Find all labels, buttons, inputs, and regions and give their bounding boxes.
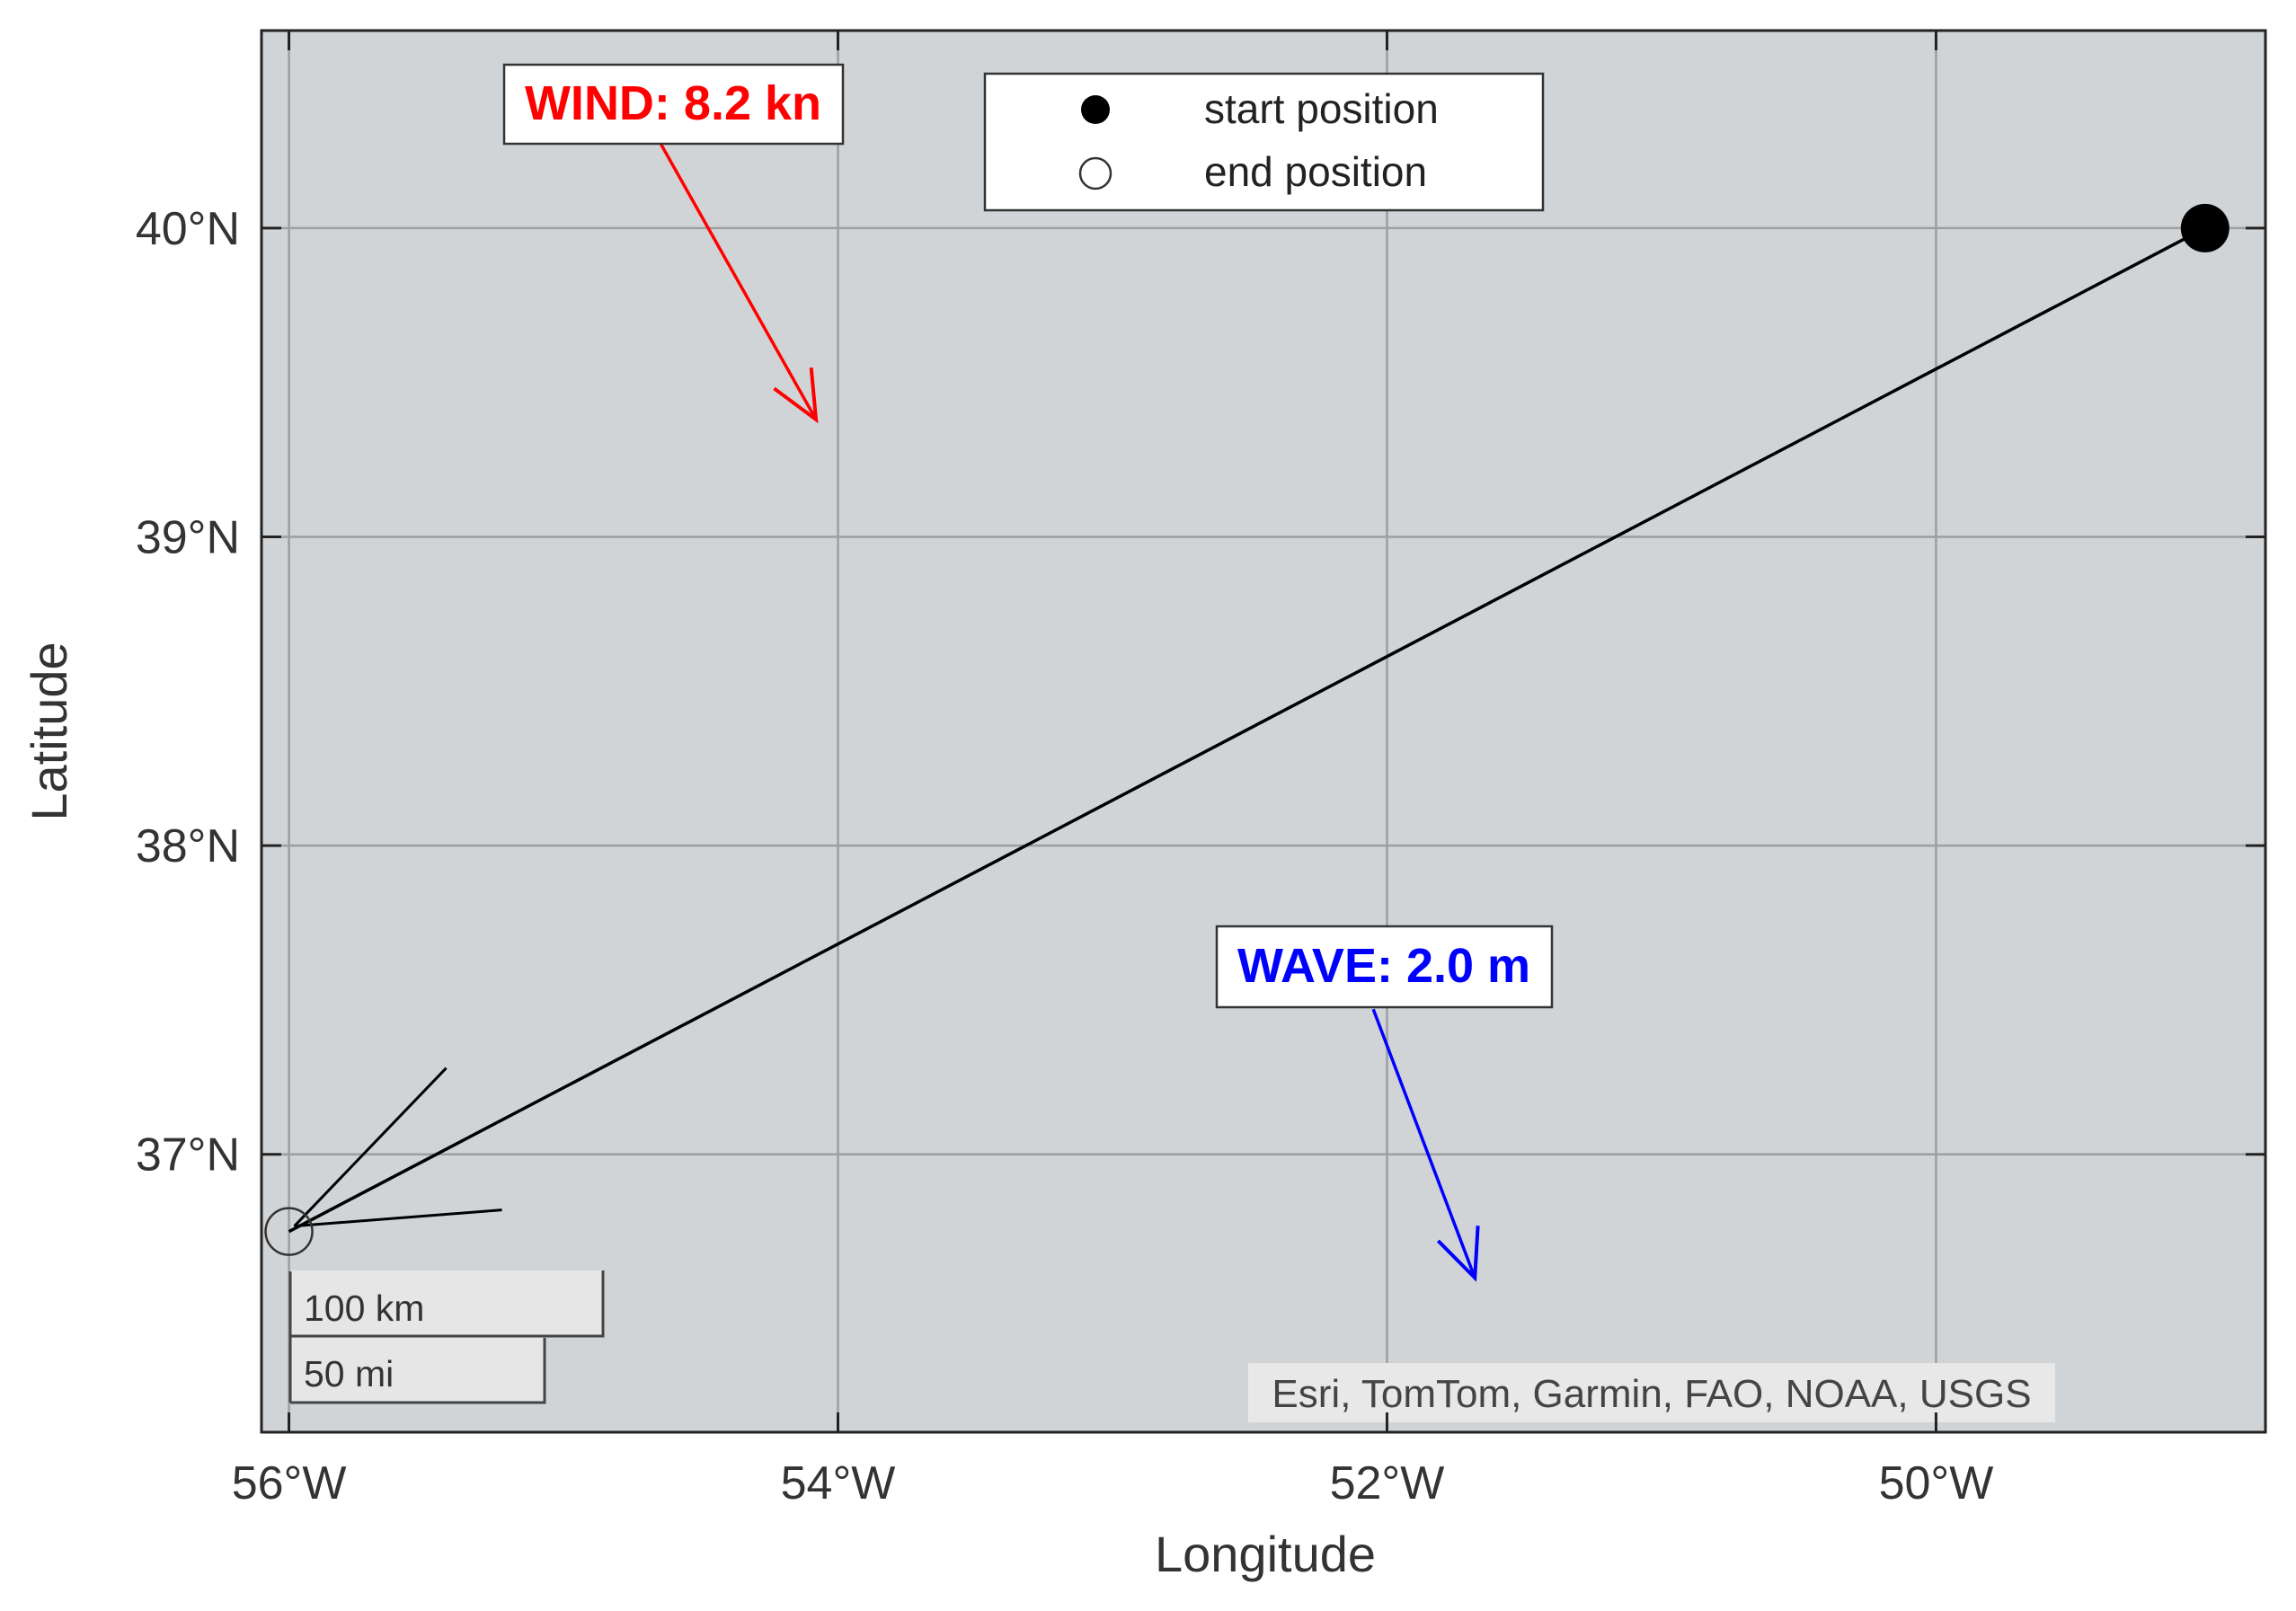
y-tick-label: 40°N <box>136 203 240 255</box>
plot-frame <box>260 29 2267 1434</box>
scale-bar-mi-label: 50 mi <box>304 1353 394 1394</box>
wind-arrow <box>658 140 819 424</box>
legend-start-label: start position <box>1204 85 1439 132</box>
wind-label-box: WIND: 8.2 kn <box>502 63 845 146</box>
wave-arrow <box>1371 1008 1480 1282</box>
x-axis-label: Longitude <box>1155 1526 1376 1582</box>
scale-bar: 100 km 50 mi <box>288 1270 605 1404</box>
axis-ticks: 56°W 54°W 52°W 50°W 40°N 39°N 38°N 37°N <box>136 31 2265 1509</box>
y-tick-label: 39°N <box>136 512 240 564</box>
gridlines <box>262 31 2265 1432</box>
y-axis-label: Latitude <box>21 642 77 820</box>
end-position-marker <box>264 1207 314 1256</box>
x-tick-label: 54°W <box>781 1457 896 1509</box>
wave-label-box: WAVE: 2.0 m <box>1215 925 1554 1009</box>
track-line <box>288 226 2206 1234</box>
heading-indicator-line <box>293 1067 448 1227</box>
heading-indicator-line <box>294 1208 502 1228</box>
wave-label: WAVE: 2.0 m <box>1237 939 1530 993</box>
y-tick-label: 37°N <box>136 1129 240 1182</box>
legend-end-symbol <box>1078 156 1113 190</box>
x-tick-label: 50°W <box>1879 1457 1994 1509</box>
y-tick-label: 38°N <box>136 820 240 872</box>
map-background[interactable] <box>262 31 2265 1432</box>
legend-end-label: end position <box>1204 148 1427 195</box>
attribution-text: Esri, TomTom, Garmin, FAO, NOAA, USGS <box>1272 1372 2031 1416</box>
wind-label: WIND: 8.2 kn <box>525 76 821 130</box>
legend-start-symbol <box>1081 95 1110 124</box>
x-tick-label: 56°W <box>232 1457 347 1509</box>
legend: start position end position <box>983 72 1545 212</box>
attribution: Esri, TomTom, Garmin, FAO, NOAA, USGS <box>1248 1363 2055 1422</box>
scale-bar-km-label: 100 km <box>304 1288 424 1329</box>
start-position-marker <box>2180 203 2230 252</box>
x-tick-label: 52°W <box>1330 1457 1445 1509</box>
